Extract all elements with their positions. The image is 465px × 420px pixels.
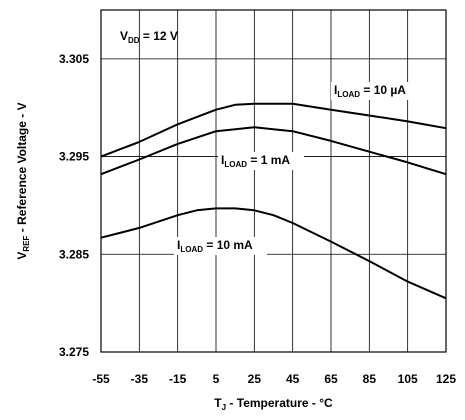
x-tick-label: -15	[169, 372, 187, 386]
y-tick-label: 3.295	[59, 150, 89, 164]
series-label: ILOAD = 1 mA	[221, 153, 290, 169]
series-line	[100, 126, 447, 176]
y-axis-title: VREF - Reference Voltage - V	[15, 102, 31, 259]
x-tick-label: 45	[286, 372, 300, 386]
series-label: ILOAD = 10 mA	[177, 238, 253, 254]
y-tick-label: 3.305	[59, 52, 89, 66]
x-tick-label: 125	[436, 372, 456, 386]
series-line	[100, 102, 447, 158]
y-tick-label: 3.275	[59, 345, 89, 359]
x-tick-label: 65	[324, 372, 338, 386]
x-tick-label: 85	[363, 372, 377, 386]
plot-frame	[100, 9, 447, 353]
series-label-background	[218, 152, 304, 170]
curves	[100, 102, 447, 300]
vdd-annotation: VDD = 12 V	[120, 29, 178, 45]
series-label: ILOAD = 10 µA	[334, 83, 406, 99]
x-axis-title: TJ - Temperature - °C	[214, 396, 333, 412]
x-tick-label: 25	[248, 372, 262, 386]
series-label-background	[174, 237, 267, 255]
x-tick-label: -35	[131, 372, 149, 386]
series-label-background	[331, 82, 425, 100]
x-tick-label: 105	[398, 372, 418, 386]
x-tick-label: -55	[92, 372, 110, 386]
series-line	[100, 207, 447, 300]
axis-titles: TJ - Temperature - °C VREF - Reference Vo…	[15, 102, 333, 412]
tick-labels: -55 -35 -15 5 25 45 65 85 105 125 3.275 3.285 3.295 3…	[59, 52, 456, 386]
y-tick-label: 3.285	[59, 247, 89, 261]
x-tick-label: 5	[213, 372, 220, 386]
annotations: ILOAD = 10 µA ILOAD = 1 mA ILOAD = 10 mA VD…	[120, 29, 425, 255]
grid	[101, 10, 446, 353]
